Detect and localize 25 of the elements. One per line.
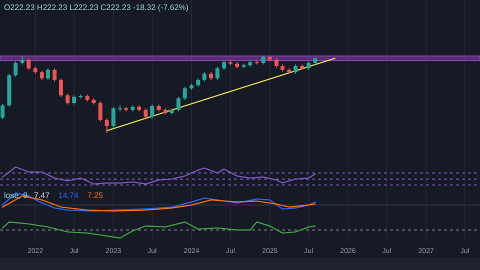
candlestick <box>150 104 154 119</box>
candlestick <box>58 78 63 98</box>
candlestick <box>66 93 70 106</box>
candlestick <box>202 72 206 82</box>
candlestick <box>14 60 18 78</box>
candlestick <box>274 58 278 68</box>
candlestick <box>104 118 109 134</box>
candlestick <box>176 96 180 112</box>
candlestick <box>111 106 116 128</box>
annotation: 7.25 <box>87 191 104 200</box>
candlestick <box>72 94 76 106</box>
chart-title: O222.23 H222.23 L222.23 C222.23 -18.32 (-7.62%) <box>4 3 189 12</box>
candlestick <box>182 86 187 100</box>
candlestick <box>215 66 220 80</box>
candlestick <box>52 68 57 82</box>
candlestick <box>144 108 148 119</box>
annotation: 7.47 <box>34 191 50 200</box>
candlestick <box>46 68 50 80</box>
candlestick <box>26 58 31 70</box>
candlestick <box>222 60 226 70</box>
annotation: 14.74 <box>58 191 79 200</box>
candlestick <box>40 70 44 80</box>
candlestick <box>0 103 5 120</box>
candlestick <box>294 64 298 74</box>
candlestick <box>98 100 102 122</box>
